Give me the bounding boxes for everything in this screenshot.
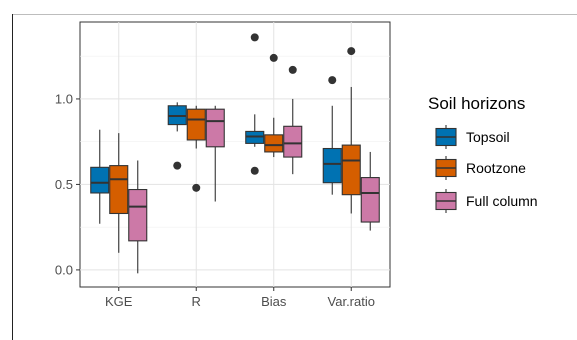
box-iqr xyxy=(283,125,303,158)
box-full-column xyxy=(360,151,380,231)
image-frame-top xyxy=(12,14,577,15)
legend: Soil horizons Topsoil Rootzone Full column xyxy=(428,94,538,213)
image-frame-left xyxy=(12,14,13,340)
y-tick-label: 0.0 xyxy=(55,262,73,277)
outlier-point xyxy=(173,161,182,170)
box-iqr xyxy=(205,108,225,148)
box-iqr xyxy=(322,147,342,184)
box-iqr xyxy=(128,188,148,242)
box-iqr xyxy=(109,165,129,215)
y-tick-label: 0.5 xyxy=(55,177,73,192)
legend-item-topsoil: Topsoil xyxy=(435,125,510,149)
box-full-column xyxy=(128,160,148,274)
box-rootzone xyxy=(186,105,206,192)
box-iqr xyxy=(90,166,110,194)
outlier-point xyxy=(250,166,259,175)
box-iqr xyxy=(341,144,361,196)
x-tick-label: R xyxy=(192,294,201,309)
box-rootzone xyxy=(264,53,284,158)
outlier-point xyxy=(347,47,356,56)
box-topsoil xyxy=(167,102,187,170)
box-iqr xyxy=(186,108,206,141)
legend-label: Topsoil xyxy=(466,129,510,145)
legend-item-rootzone: Rootzone xyxy=(435,156,526,180)
box-rootzone xyxy=(341,47,361,214)
box-iqr xyxy=(360,177,380,223)
box-layer xyxy=(90,33,380,274)
outlier-point xyxy=(269,53,278,62)
outlier-point xyxy=(192,183,201,192)
x-tick-label: KGE xyxy=(105,294,133,309)
x-tick-label: Var.ratio xyxy=(328,294,375,309)
box-rootzone xyxy=(109,133,129,253)
box-iqr xyxy=(264,134,284,153)
legend-title: Soil horizons xyxy=(428,94,525,113)
box-full-column xyxy=(205,105,225,202)
x-tick-label: Bias xyxy=(261,294,287,309)
y-axis: 0.0 0.5 1.0 xyxy=(55,91,80,277)
legend-item-full-column: Full column xyxy=(435,189,538,213)
legend-label: Rootzone xyxy=(466,160,526,176)
y-tick-label: 1.0 xyxy=(55,91,73,106)
box-topsoil xyxy=(322,76,342,195)
outlier-point xyxy=(288,65,297,74)
box-topsoil xyxy=(90,129,110,224)
legend-label: Full column xyxy=(466,193,538,209)
box-full-column xyxy=(283,65,303,175)
outlier-point xyxy=(328,76,337,85)
box-topsoil xyxy=(245,33,265,175)
outlier-point xyxy=(250,33,259,42)
x-axis: KGE R Bias Var.ratio xyxy=(105,287,375,309)
